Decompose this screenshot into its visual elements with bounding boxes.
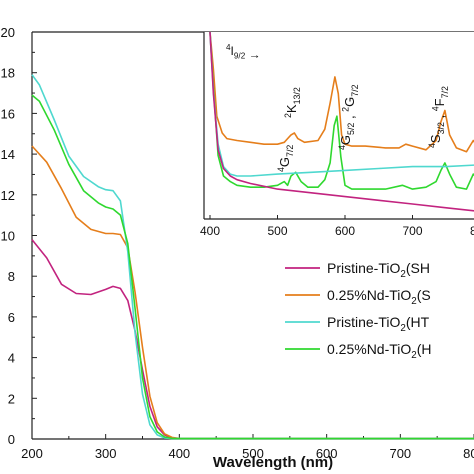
x-tick-label: 600 <box>316 446 338 461</box>
inset-x-tick-label: 500 <box>267 224 287 238</box>
annotation-4G5-2-2G7-2: 4G5/2 , 2G7/2 <box>337 84 360 150</box>
annotation-ground-state: 4I9/2 → <box>226 43 261 61</box>
y-tick-label: 16 <box>1 106 15 121</box>
y-tick-label: 10 <box>1 229 15 244</box>
annotation-2K13-2: 2K13/2 <box>283 87 302 118</box>
x-axis-label: Wavelength (nm) <box>213 454 333 471</box>
inset-x-tick-label: 400 <box>200 224 220 238</box>
main-plot-area: 0 2 4 6 8 10 12 14 16 18 20 200 300 400 500 600 700 800 <box>1 25 474 461</box>
inset-background <box>204 32 474 219</box>
inset-series-line-2 <box>209 31 474 177</box>
y-tick-label: 14 <box>1 147 15 162</box>
inset-series-line-3 <box>209 31 474 212</box>
inset-x-tick-label: 700 <box>402 224 422 238</box>
inset-x-tick-label: 600 <box>335 224 355 238</box>
y-tick-label: 4 <box>8 351 15 366</box>
legend-label-1: 0.25%Nd-TiO2(S <box>327 287 431 307</box>
inset-series-line-1 <box>209 31 474 190</box>
x-tick-label: 400 <box>168 446 190 461</box>
inset-x-tick-label: 800 <box>470 224 474 238</box>
y-tick-label: 18 <box>1 66 15 81</box>
x-tick-label: 300 <box>95 446 117 461</box>
x-tick-label: 700 <box>389 446 411 461</box>
annotation-4G7-2: 4G7/2 <box>276 145 295 172</box>
x-tick-label: 800 <box>463 446 474 461</box>
y-tick-label: 12 <box>1 188 15 203</box>
legend-label-3: 0.25%Nd-TiO2(H <box>327 341 432 361</box>
main-plot-series <box>31 74 474 440</box>
y-tick-label: 8 <box>8 269 15 284</box>
y-tick-label: 6 <box>8 310 15 325</box>
inset-plot: 400 500 600 700 800 4I9/2 → 4G7/2 2K13/2 4G5/2 ,… <box>200 31 474 238</box>
legend: Pristine-TiO2(SH 0.25%Nd-TiO2(S Pristine-T… <box>285 260 432 361</box>
legend-label-0: Pristine-TiO2(SH <box>327 260 430 280</box>
legend-label-2: Pristine-TiO2(HT <box>327 314 430 334</box>
inset-series-line-0 <box>209 31 474 153</box>
series-line-3 <box>31 94 474 440</box>
annotation-4S3-2-4F7-2: 4S3/2 , 4F7/2 <box>427 86 450 148</box>
y-tick-label: 0 <box>8 432 15 447</box>
x-tick-label: 500 <box>242 446 264 461</box>
x-tick-label: 200 <box>21 446 43 461</box>
y-tick-label: 2 <box>8 391 15 406</box>
y-tick-label: 20 <box>1 25 15 40</box>
